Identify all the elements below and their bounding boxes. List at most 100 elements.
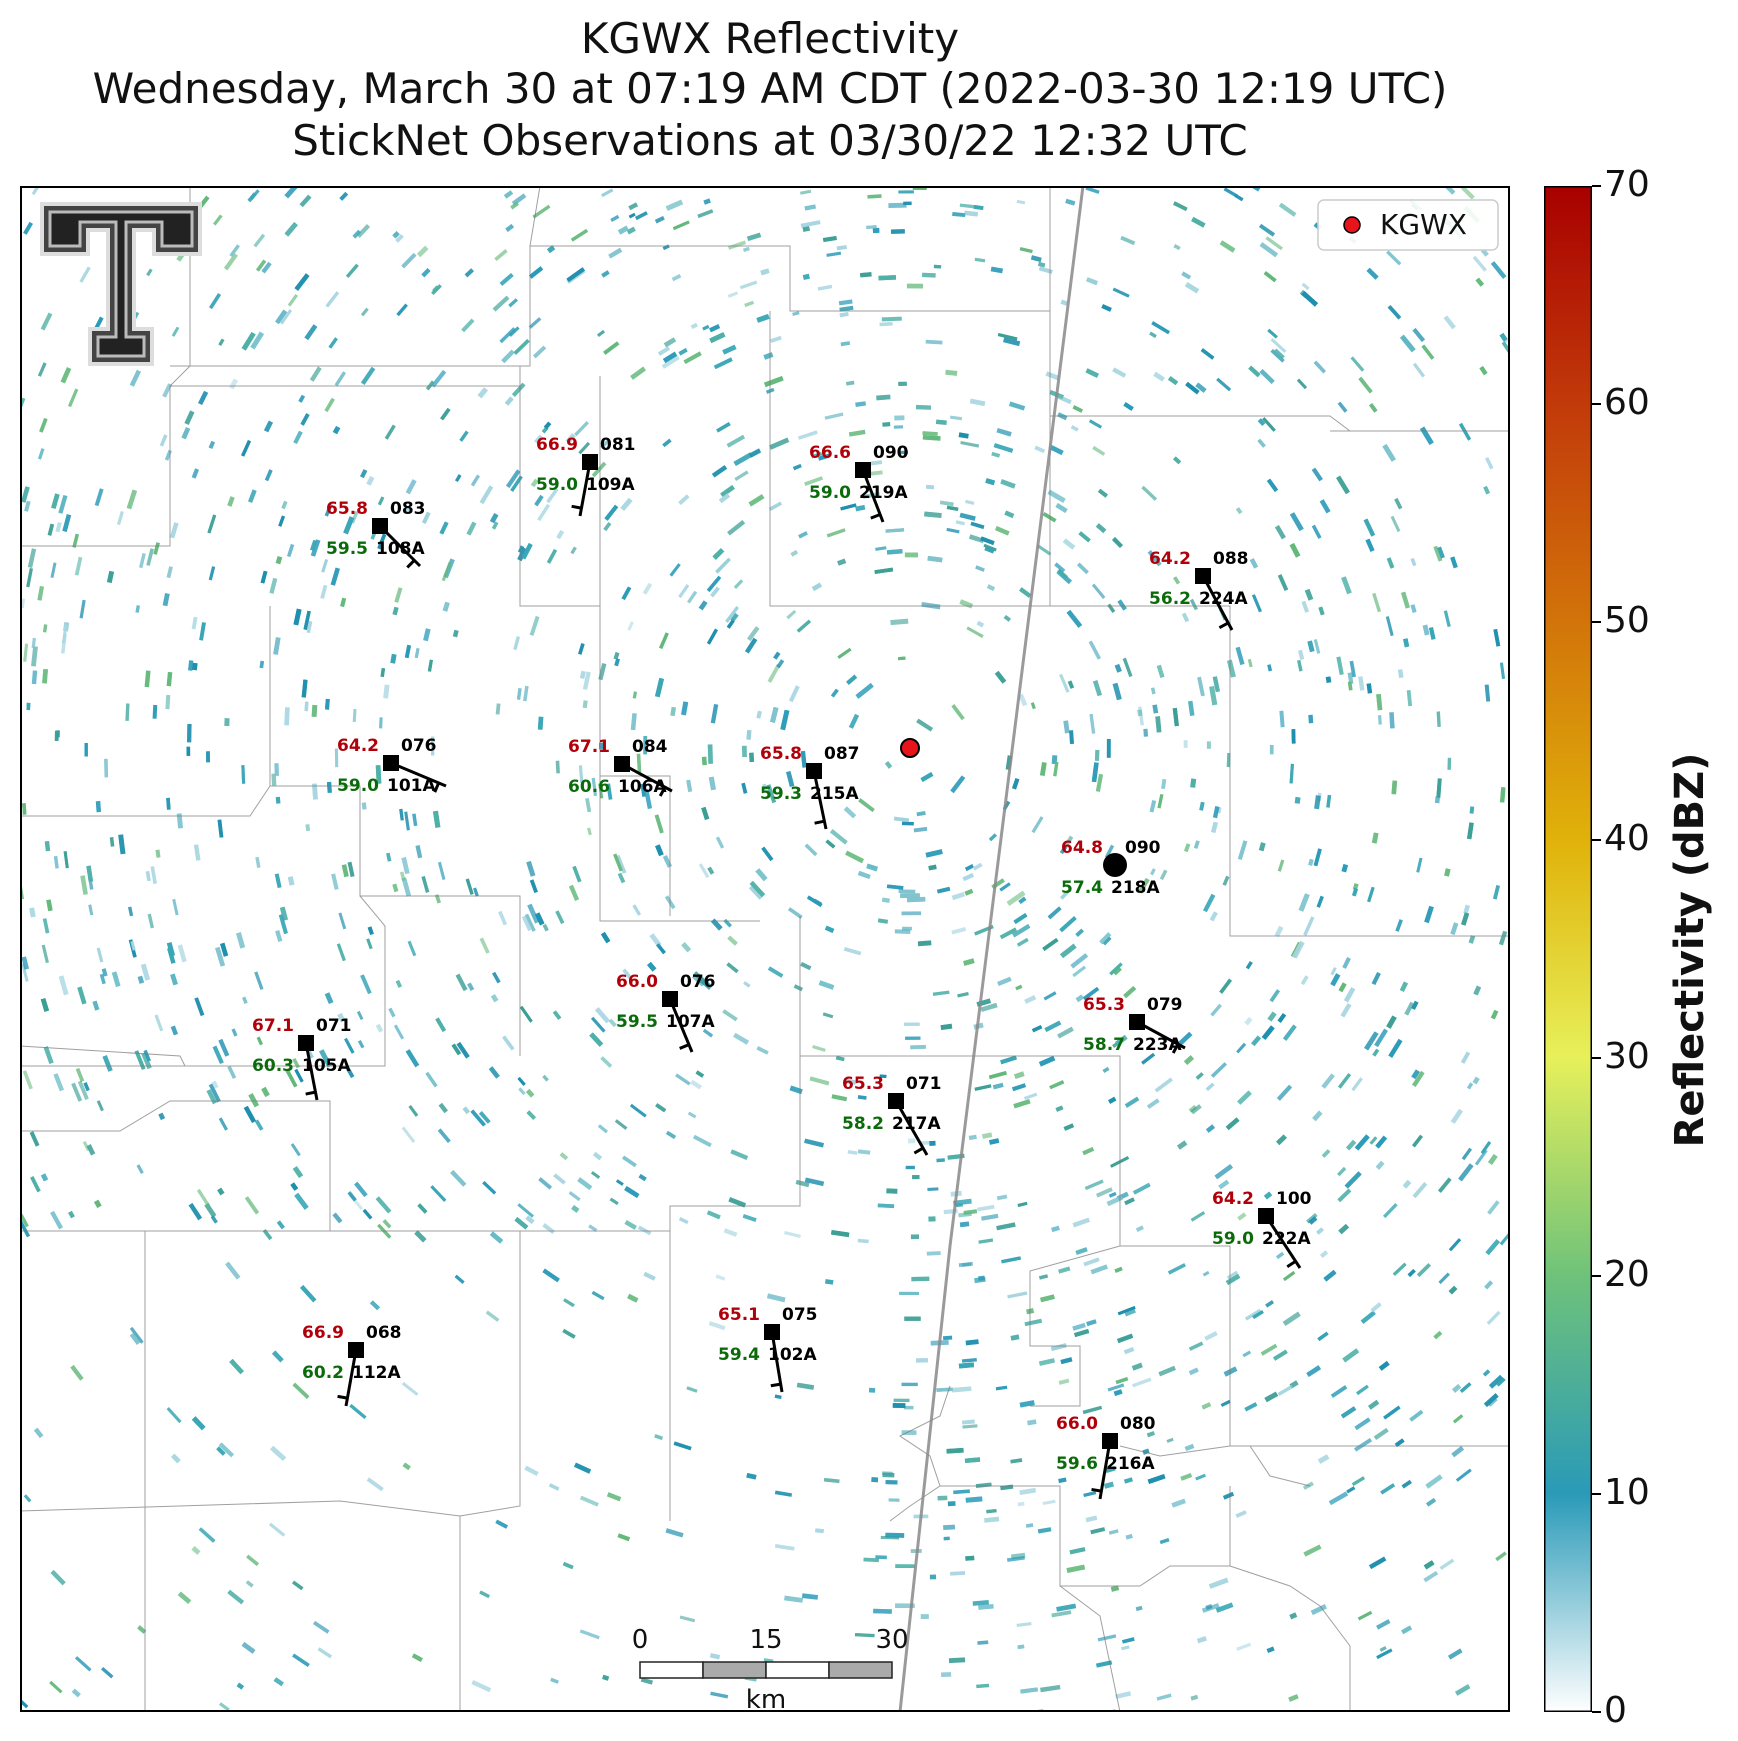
wind-barb [1264,1215,1302,1269]
station-wind-dir: 071 [316,1016,352,1036]
station-wind-dir: 090 [1125,838,1161,858]
station-plot-108A[interactable]: 65.8 083 59.5 108A [326,499,426,569]
station-temp: 64.2 [337,736,379,756]
station-dewpoint: 59.5 [616,1012,658,1032]
wind-barb-flag [913,1146,924,1155]
station-plot-224A[interactable]: 64.2 088 56.2 224A [1149,549,1249,631]
station-plot-109A[interactable]: 66.9 081 59.0 109A [536,435,636,517]
station-dewpoint: 59.0 [1212,1229,1254,1249]
colorbar-tick-mark [1592,1275,1601,1277]
station-plot-215A[interactable]: 65.8 087 59.3 215A [760,744,860,830]
station-marker [1103,853,1127,877]
station-wind-dir: 079 [1147,995,1183,1015]
station-wind-dir: 100 [1276,1189,1312,1209]
colorbar-tick-mark [1592,403,1601,405]
station-dewpoint: 59.5 [326,539,368,559]
wind-barb [390,761,447,788]
station-wind-dir: 090 [873,443,909,463]
station-marker [383,755,399,771]
station-wind-dir: 087 [824,744,860,764]
colorbar-tick-40: 40 [1604,818,1650,859]
legend-marker [1343,216,1361,234]
station-id: 215A [810,784,859,804]
wind-barb-flag [1171,1043,1180,1054]
station-plot-223A[interactable]: 65.3 079 58.7 223A [1083,995,1186,1055]
station-wind-dir: 084 [632,737,668,757]
station-marker [582,454,598,470]
station-dewpoint: 60.3 [252,1056,294,1076]
station-temp: 64.2 [1149,549,1191,569]
station-plot-105A[interactable]: 67.1 071 60.3 105A [252,1016,352,1101]
station-temp: 64.8 [1061,838,1103,858]
station-dewpoint: 59.0 [536,475,578,495]
station-temp: 67.1 [568,737,610,757]
wind-barb-flag [770,1382,781,1388]
wind-barb-flag [571,504,582,510]
wind-barb [770,1331,784,1393]
wind-barb-flag [870,513,881,520]
wind-barb-flag [433,782,441,793]
scale-label-15: 15 [749,1625,782,1655]
colorbar-tick-mark [1592,1711,1601,1713]
station-plot-222A[interactable]: 64.2 100 59.0 222A [1212,1189,1312,1269]
station-id: 218A [1111,878,1160,898]
colorbar [1544,186,1592,1712]
station-plot-102A[interactable]: 65.1 075 59.4 102A [718,1305,818,1393]
colorbar-tick-70: 70 [1604,164,1650,205]
scale-label-30: 30 [875,1625,908,1655]
station-wind-dir: 068 [366,1323,402,1343]
station-wind-dir: 080 [1120,1414,1156,1434]
station-dewpoint: 59.0 [809,483,851,503]
colorbar-tick-mark [1592,621,1601,623]
station-plot-101A[interactable]: 64.2 076 59.0 101A [337,736,447,796]
colorbar-tick-30: 30 [1604,1036,1650,1077]
station-id: 222A [1262,1229,1311,1249]
station-wind-dir: 076 [680,972,716,992]
wind-barb-flag [1286,1260,1297,1269]
station-temp: 66.6 [809,443,851,463]
scale-bar: 0 15 30 km [632,1625,909,1712]
station-wind-dir: 081 [600,435,636,455]
map-title: KGWX Reflectivity [580,14,960,63]
station-id: 106A [618,777,667,797]
station-marker [1129,1014,1145,1030]
texas-tech-logo [40,202,202,366]
colorbar-tick-mark [1592,1057,1601,1059]
station-id: 216A [1106,1454,1155,1474]
station-dewpoint: 59.4 [718,1345,760,1365]
wind-barb-flag [814,819,825,825]
station-marker [888,1093,904,1109]
wind-barb-flag [658,786,667,797]
station-marker [1195,568,1211,584]
station-id: 223A [1133,1035,1182,1055]
station-wind-dir: 083 [390,499,426,519]
station-plot-217A[interactable]: 65.3 071 58.2 217A [842,1074,942,1156]
scale-unit: km [746,1685,786,1712]
station-wind-dir: 088 [1213,549,1249,569]
radar-site-marker[interactable] [900,738,920,758]
station-marker [1258,1208,1274,1224]
station-id: 217A [892,1114,941,1134]
station-temp: 65.8 [760,744,802,764]
station-plot-107A[interactable]: 66.0 076 59.5 107A [616,972,716,1053]
station-dewpoint: 57.4 [1061,878,1103,898]
map-background [20,186,1510,1712]
station-temp: 66.9 [302,1323,344,1343]
station-wind-dir: 075 [782,1305,818,1325]
station-plot-216A[interactable]: 66.0 080 59.6 216A [1056,1414,1156,1500]
colorbar-tick-mark [1592,839,1601,841]
map-subtitle-obs: StickNet Observations at 03/30/22 12:32 … [292,116,1248,165]
station-marker [855,462,871,478]
station-plot-219A[interactable]: 66.6 090 59.0 219A [809,443,909,523]
wind-barb-flag [679,1043,690,1050]
station-id: 108A [376,539,425,559]
radar-map[interactable]: 66.9 081 59.0 109A 66.6 090 59.0 219A 65.8 083 59.… [20,186,1510,1712]
wind-barb [668,998,694,1053]
station-plot-106A[interactable]: 67.1 084 60.6 106A [568,737,673,797]
station-dewpoint: 60.6 [568,777,610,797]
station-plot-218A[interactable]: 64.8 090 57.4 218A [1061,838,1161,898]
station-temp: 65.3 [842,1074,884,1094]
station-temp: 66.9 [536,435,578,455]
station-plot-112A[interactable]: 66.9 068 60.2 112A [302,1323,402,1407]
wind-barb [1098,1440,1112,1500]
